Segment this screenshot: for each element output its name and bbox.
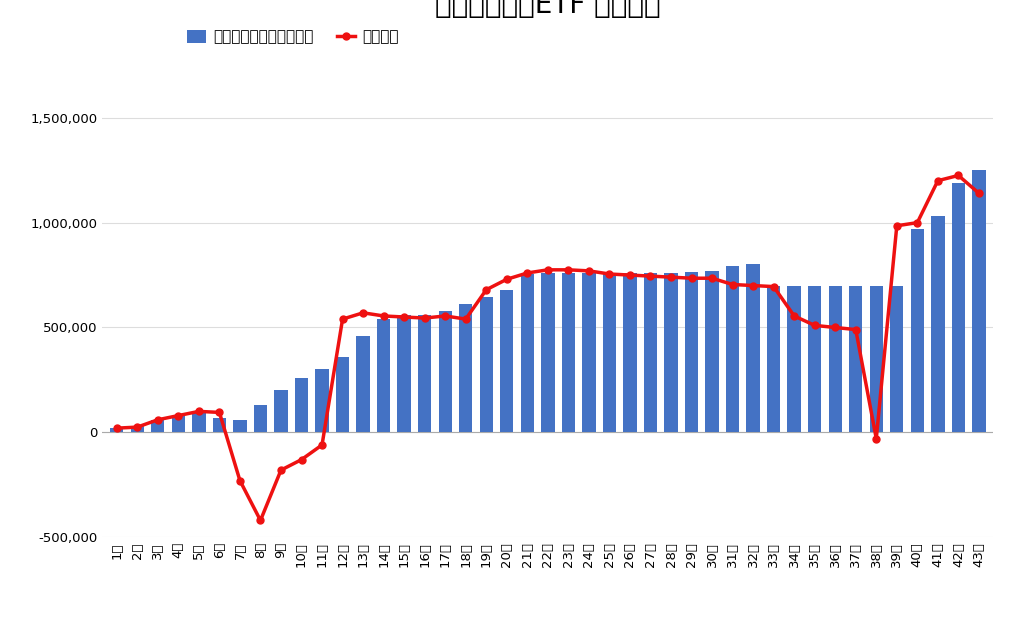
実現損益 — [665, 274, 677, 281]
実現損益 — [357, 309, 370, 317]
実現損益 — [213, 409, 225, 416]
Bar — [541, 273, 555, 432]
実現損益 — [746, 282, 759, 289]
Legend: 確定利益（累積利確額）, 実現損益: 確定利益（累積利確額）, 実現損益 — [181, 23, 406, 51]
実現損益 — [315, 441, 328, 449]
Bar — [274, 391, 288, 432]
実現損益 — [891, 222, 903, 229]
実現損益 — [562, 266, 574, 274]
Bar — [665, 273, 678, 432]
実現損益 — [726, 281, 738, 288]
Bar — [787, 286, 801, 432]
実現損益 — [952, 172, 965, 179]
実現損益 — [644, 272, 656, 280]
実現損益 — [768, 283, 780, 290]
Bar — [438, 311, 452, 432]
Title: トライオートETF 週間収支: トライオートETF 週間収支 — [435, 0, 660, 20]
実現損益 — [337, 315, 349, 323]
Bar — [685, 272, 698, 432]
Bar — [603, 273, 616, 432]
実現損益 — [480, 286, 493, 293]
Line: 実現損益: 実現損益 — [114, 172, 982, 524]
Bar — [315, 370, 329, 432]
Bar — [562, 273, 575, 432]
実現損益 — [254, 516, 266, 524]
実現損益 — [911, 219, 924, 226]
Bar — [397, 315, 411, 432]
Bar — [951, 183, 965, 432]
Bar — [972, 170, 985, 432]
Bar — [377, 319, 390, 432]
実現損益 — [274, 466, 287, 474]
実現損益 — [542, 266, 554, 274]
Bar — [479, 297, 493, 432]
実現損益 — [850, 326, 862, 334]
実現損益 — [419, 314, 431, 322]
Bar — [459, 305, 472, 432]
実現損益 — [809, 322, 821, 329]
Bar — [869, 286, 883, 432]
Bar — [418, 315, 431, 432]
Bar — [706, 271, 719, 432]
Bar — [254, 405, 267, 432]
実現損益 — [439, 312, 452, 320]
実現損益 — [603, 270, 615, 278]
実現損益 — [193, 408, 205, 415]
Bar — [890, 286, 903, 432]
実現損益 — [788, 312, 801, 320]
Bar — [336, 357, 349, 432]
実現損益 — [973, 190, 985, 197]
実現損益 — [829, 324, 842, 331]
実現損益 — [152, 416, 164, 423]
実現損益 — [111, 424, 123, 432]
実現損益 — [870, 435, 883, 442]
Bar — [520, 274, 534, 432]
実現損益 — [624, 271, 636, 279]
実現損益 — [460, 315, 472, 323]
Bar — [746, 264, 760, 432]
実現損益 — [685, 274, 697, 282]
Bar — [193, 413, 206, 432]
Bar — [583, 273, 596, 432]
Bar — [828, 286, 842, 432]
実現損益 — [172, 412, 184, 420]
Bar — [644, 273, 657, 432]
Bar — [808, 286, 821, 432]
実現損益 — [583, 267, 595, 275]
Bar — [233, 420, 247, 432]
実現損益 — [501, 276, 513, 283]
実現損益 — [521, 269, 534, 277]
Bar — [131, 426, 144, 432]
Bar — [624, 273, 637, 432]
Bar — [931, 216, 944, 432]
実現損益 — [233, 477, 246, 484]
Bar — [849, 286, 862, 432]
Bar — [172, 416, 185, 432]
実現損益 — [706, 274, 718, 282]
Bar — [152, 420, 165, 432]
Bar — [295, 378, 308, 432]
実現損益 — [131, 423, 143, 431]
Bar — [213, 418, 226, 432]
実現損益 — [932, 177, 944, 185]
Bar — [111, 428, 124, 432]
Bar — [356, 336, 370, 432]
Bar — [910, 229, 924, 432]
Bar — [500, 289, 513, 432]
実現損益 — [295, 456, 307, 463]
Bar — [726, 265, 739, 432]
Bar — [767, 286, 780, 432]
実現損益 — [378, 312, 390, 320]
実現損益 — [398, 313, 411, 321]
